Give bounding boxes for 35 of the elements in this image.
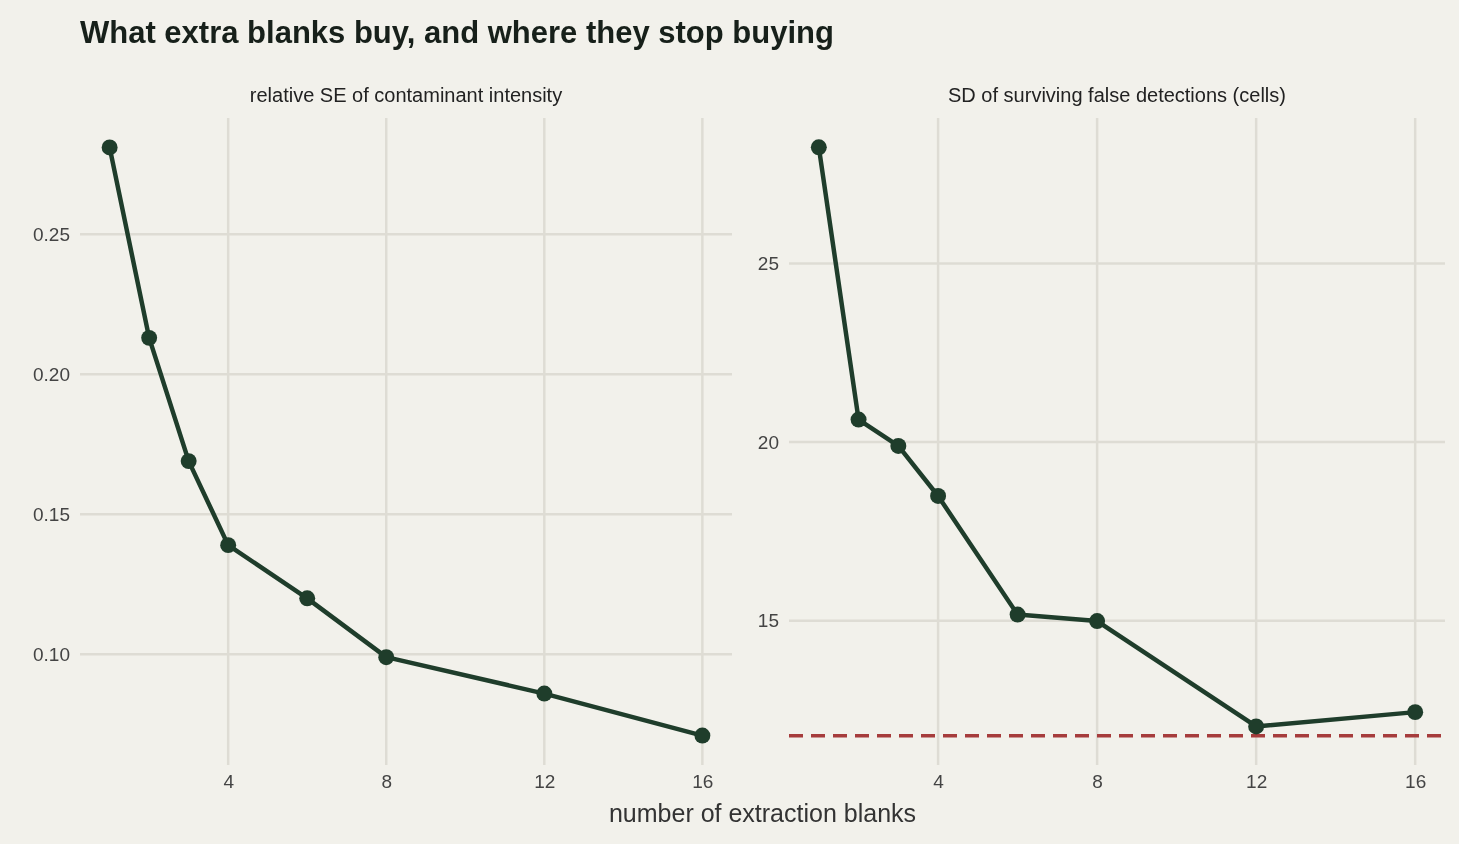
point — [1089, 613, 1106, 629]
point — [378, 649, 395, 666]
y-tick-label: 0.25 — [33, 223, 70, 245]
point — [1248, 718, 1265, 735]
y-tick-label: 0.15 — [33, 503, 70, 525]
x-tick-label: 4 — [223, 771, 235, 793]
x-tick-label: 16 — [692, 771, 714, 793]
y-tick-label: 0.10 — [33, 643, 70, 665]
x-axis-title: number of extraction blanks — [608, 799, 917, 827]
point — [694, 727, 711, 744]
chart-subtitle: SD of surviving false detections (cells) — [948, 84, 1286, 106]
point — [850, 411, 867, 428]
point — [536, 685, 553, 702]
x-tick-label: 12 — [534, 771, 556, 793]
x-tick-label: 8 — [381, 771, 393, 793]
point — [1009, 606, 1026, 623]
chart-subtitle: relative SE of contaminant intensity — [249, 84, 563, 106]
y-tick-label: 0.20 — [33, 363, 70, 385]
x-tick-label: 8 — [1092, 771, 1103, 793]
point — [180, 453, 197, 470]
y-tick-label: 25 — [757, 252, 779, 274]
chart-title: What extra blanks buy, and where they stop buying — [80, 15, 834, 50]
point — [220, 537, 237, 554]
point — [810, 139, 827, 156]
x-tick-label: 16 — [1405, 771, 1427, 793]
point — [101, 139, 118, 156]
x-tick-label: 4 — [933, 771, 945, 793]
point — [1407, 704, 1424, 721]
point — [141, 329, 158, 346]
y-tick-label: 20 — [757, 431, 779, 453]
x-tick-label: 12 — [1246, 771, 1268, 793]
point — [299, 590, 316, 607]
point — [930, 488, 947, 504]
point — [890, 438, 907, 454]
y-tick-label: 15 — [757, 610, 779, 632]
